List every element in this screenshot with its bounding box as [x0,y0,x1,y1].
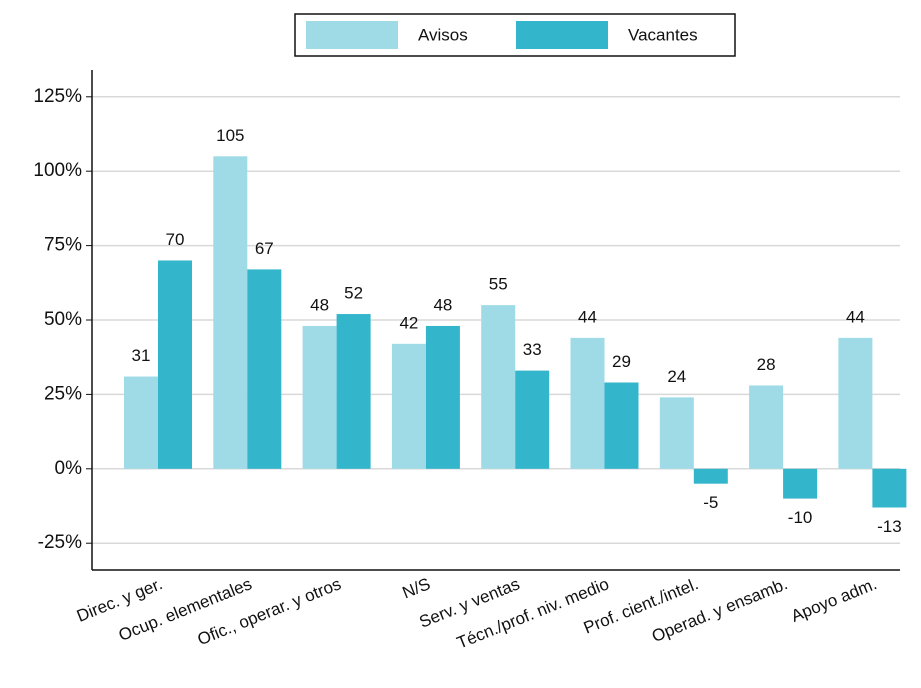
value-label: 55 [489,275,508,294]
value-label: 42 [399,313,418,332]
value-label: 105 [216,126,244,145]
value-label: -13 [877,517,902,536]
value-label: 31 [132,346,151,365]
y-tick-label: 50% [44,309,82,330]
bar [302,325,337,469]
y-tick-label: 0% [55,458,83,479]
bar [872,468,907,508]
value-label: 67 [255,239,274,258]
bar [515,370,550,469]
y-tick-label: -25% [38,532,82,553]
value-label: 48 [433,295,452,314]
x-tick-label: Apoyo adm. [788,574,879,626]
legend-label: Avisos [418,25,468,44]
value-label: 33 [523,340,542,359]
legend-swatch [516,21,608,49]
bar [570,337,605,469]
bar [336,314,371,469]
bar [391,343,426,469]
value-label: 28 [757,355,776,374]
bar [783,468,818,499]
bar [247,269,282,469]
value-label: 44 [578,307,597,326]
y-tick-label: 25% [44,383,82,404]
bar [481,305,516,469]
bar [838,337,873,469]
x-tick-label: N/S [400,574,433,602]
bar [124,376,158,469]
value-label: -10 [788,508,813,527]
bar [749,385,784,469]
bar [659,397,694,469]
value-label: -5 [703,493,718,512]
x-tick-label: Técn./prof. niv. medio [454,574,612,652]
y-tick-label: 100% [33,160,82,181]
bar [604,382,639,469]
value-label: 52 [344,284,363,303]
value-label: 44 [846,307,865,326]
y-tick-label: 125% [33,86,82,107]
value-label: 24 [667,367,686,386]
legend-swatch [306,21,398,49]
value-label: 29 [612,352,631,371]
bar [693,468,728,484]
value-label: 48 [310,295,329,314]
value-label: 70 [166,230,185,249]
bar [425,325,460,469]
legend-label: Vacantes [628,25,698,44]
bar [213,156,248,469]
y-tick-label: 75% [44,235,82,256]
bar [158,260,192,469]
